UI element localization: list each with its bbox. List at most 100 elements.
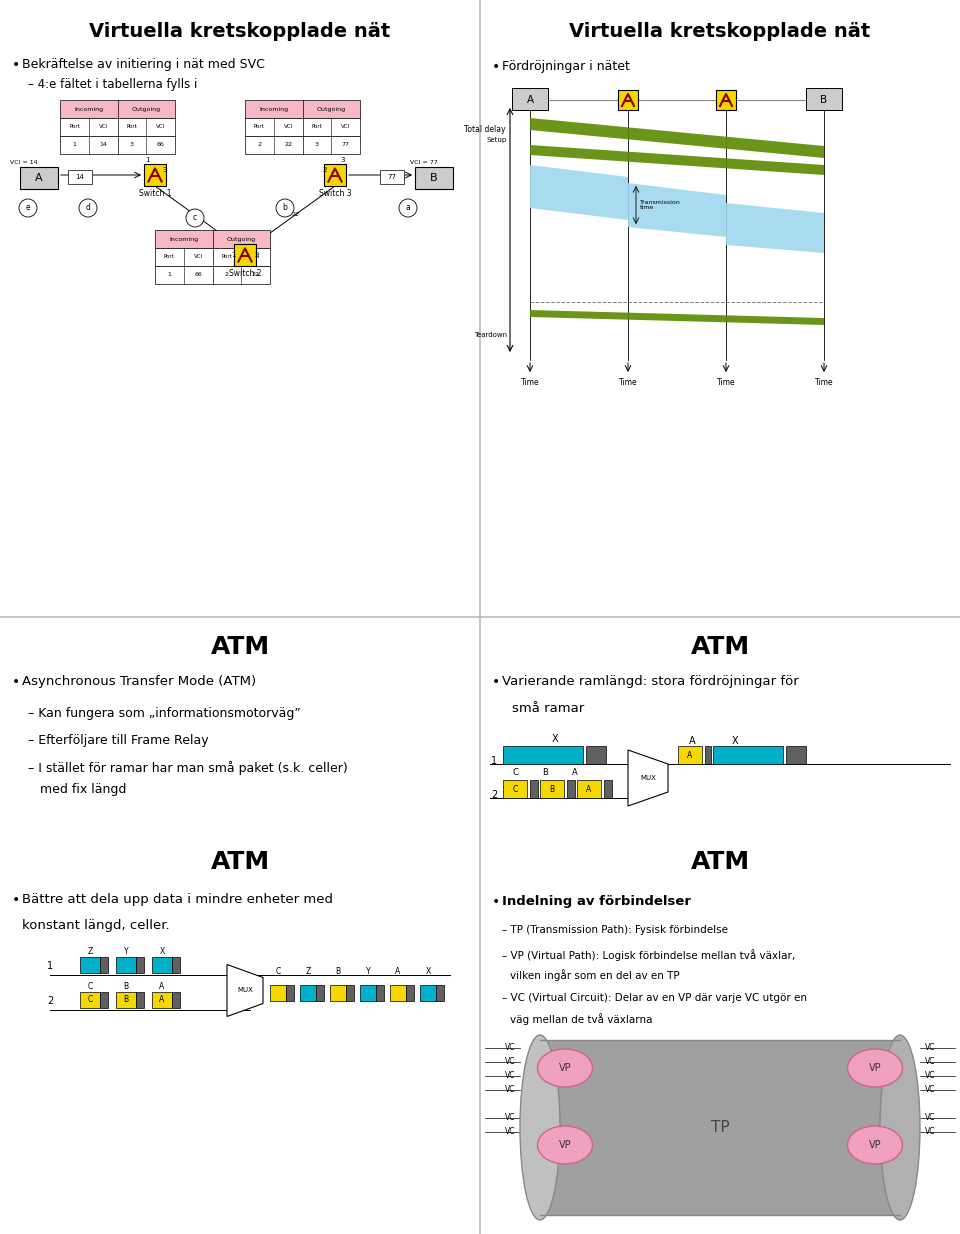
Polygon shape (530, 146, 824, 175)
Bar (136, 992, 144, 1008)
Text: Teardown: Teardown (474, 332, 507, 338)
Text: 66: 66 (156, 142, 164, 148)
Text: X: X (159, 946, 164, 956)
Ellipse shape (880, 1035, 920, 1220)
Text: VC: VC (925, 1113, 935, 1123)
Text: Outgoing: Outgoing (227, 237, 255, 242)
Text: 2: 2 (47, 996, 53, 1006)
Text: små ramar: små ramar (512, 702, 585, 714)
Text: Z: Z (305, 966, 311, 976)
Bar (406, 985, 414, 1001)
Text: C: C (87, 982, 92, 991)
Text: Port: Port (127, 125, 137, 130)
Text: VCI: VCI (283, 125, 293, 130)
Bar (172, 992, 180, 1008)
Polygon shape (628, 183, 726, 237)
Text: VC: VC (505, 1128, 515, 1137)
Text: VCI = 14: VCI = 14 (10, 160, 37, 165)
Text: VCI: VCI (194, 254, 203, 259)
Bar (245, 118, 360, 136)
Circle shape (186, 209, 204, 227)
Text: – 4:e fältet i tabellerna fylls i: – 4:e fältet i tabellerna fylls i (28, 78, 198, 91)
Text: ATM: ATM (210, 636, 270, 659)
Text: – Efterföljare till Frame Relay: – Efterföljare till Frame Relay (28, 734, 208, 747)
Text: A: A (688, 735, 695, 747)
Text: B: B (335, 966, 341, 976)
Bar (806, 88, 842, 110)
Text: C: C (276, 966, 280, 976)
Text: VC: VC (505, 1086, 515, 1095)
Bar (678, 747, 702, 764)
Text: vilken ingår som en del av en TP: vilken ingår som en del av en TP (510, 969, 680, 981)
Bar (155, 267, 270, 284)
Text: 2: 2 (491, 790, 497, 800)
Text: Setup: Setup (487, 137, 507, 143)
Text: Switch 3: Switch 3 (319, 189, 351, 197)
Circle shape (276, 199, 294, 217)
Text: – Kan fungera som „informationsmotorväg”: – Kan fungera som „informationsmotorväg” (28, 707, 300, 719)
Text: Time: Time (618, 378, 637, 387)
Bar (618, 90, 638, 110)
Text: b: b (282, 204, 287, 212)
Text: •: • (492, 60, 500, 74)
Text: •: • (12, 58, 20, 72)
Text: VP: VP (559, 1140, 571, 1150)
Text: VCI: VCI (341, 125, 350, 130)
Text: Outgoing: Outgoing (132, 106, 161, 111)
Text: VP: VP (869, 1062, 881, 1074)
Bar (155, 248, 270, 267)
Text: Bekräftelse av initiering i nät med SVC: Bekräftelse av initiering i nät med SVC (22, 58, 265, 72)
Text: C: C (513, 785, 517, 793)
Text: X: X (425, 966, 431, 976)
Text: B: B (821, 95, 828, 105)
Text: •: • (12, 675, 20, 689)
Text: 3: 3 (163, 167, 167, 173)
Text: •: • (492, 895, 500, 909)
Text: Z: Z (87, 946, 92, 956)
Bar (100, 958, 108, 972)
Text: •: • (12, 893, 20, 907)
Ellipse shape (520, 1035, 560, 1220)
Text: VC: VC (505, 1113, 515, 1123)
Bar (346, 985, 354, 1001)
Text: 1: 1 (230, 252, 235, 258)
Bar (60, 136, 175, 154)
Text: Incoming: Incoming (74, 106, 104, 111)
Text: MUX: MUX (640, 775, 656, 781)
Bar (152, 992, 172, 1008)
Bar (577, 780, 601, 798)
Text: ATM: ATM (210, 850, 270, 874)
Bar (586, 747, 606, 764)
Text: Varierande ramlängd: stora fördröjningar för: Varierande ramlängd: stora fördröjningar… (502, 675, 799, 689)
Ellipse shape (538, 1125, 592, 1164)
Text: 2: 2 (257, 142, 261, 148)
Text: B: B (549, 785, 555, 793)
Text: Switch 1: Switch 1 (139, 189, 171, 197)
Bar (60, 100, 175, 118)
Text: c: c (193, 213, 197, 222)
Bar (330, 985, 346, 1001)
Bar (436, 985, 444, 1001)
Text: 2: 2 (323, 167, 327, 173)
Text: 2: 2 (254, 252, 259, 258)
Polygon shape (726, 204, 824, 253)
Bar (116, 992, 136, 1008)
Bar (415, 167, 453, 189)
Bar (144, 164, 166, 186)
Text: VP: VP (559, 1062, 571, 1074)
Text: ATM: ATM (690, 850, 750, 874)
Bar (713, 747, 783, 764)
Text: 77: 77 (388, 174, 396, 180)
Bar (512, 88, 548, 110)
Text: Port: Port (254, 125, 265, 130)
Bar (116, 958, 136, 972)
Text: VP: VP (869, 1140, 881, 1150)
Bar (270, 985, 286, 1001)
Text: med fix längd: med fix längd (40, 784, 127, 796)
Text: VC: VC (925, 1071, 935, 1081)
Text: C: C (512, 768, 518, 777)
Text: MUX: MUX (237, 987, 252, 993)
Bar (360, 985, 376, 1001)
Bar (100, 992, 108, 1008)
Text: 22: 22 (252, 273, 259, 278)
